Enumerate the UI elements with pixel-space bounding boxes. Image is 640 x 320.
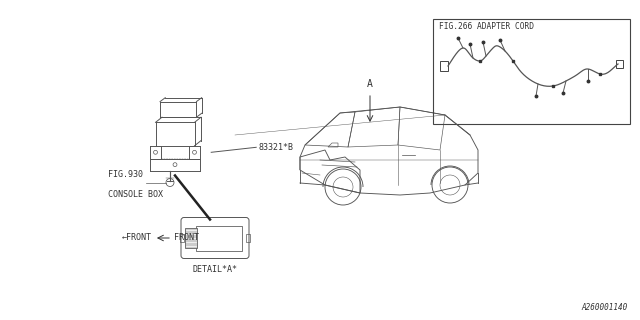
- Text: 83321*B: 83321*B: [258, 143, 293, 152]
- Text: FIG.930: FIG.930: [108, 170, 143, 179]
- Text: FRONT: FRONT: [174, 234, 199, 243]
- Bar: [185, 228, 197, 248]
- Text: DETAIL*A*: DETAIL*A*: [193, 266, 237, 275]
- Text: FIG.266 ADAPTER CORD: FIG.266 ADAPTER CORD: [439, 21, 534, 30]
- Bar: [180, 234, 184, 242]
- Text: A260001140: A260001140: [582, 303, 628, 312]
- Bar: [196, 226, 242, 251]
- Text: ←FRONT: ←FRONT: [122, 234, 152, 243]
- Text: CONSOLE BOX: CONSOLE BOX: [108, 189, 163, 198]
- Bar: [616, 60, 623, 68]
- Text: A: A: [367, 79, 373, 89]
- Bar: [246, 234, 250, 242]
- Bar: [440, 61, 448, 71]
- Bar: [433, 19, 630, 124]
